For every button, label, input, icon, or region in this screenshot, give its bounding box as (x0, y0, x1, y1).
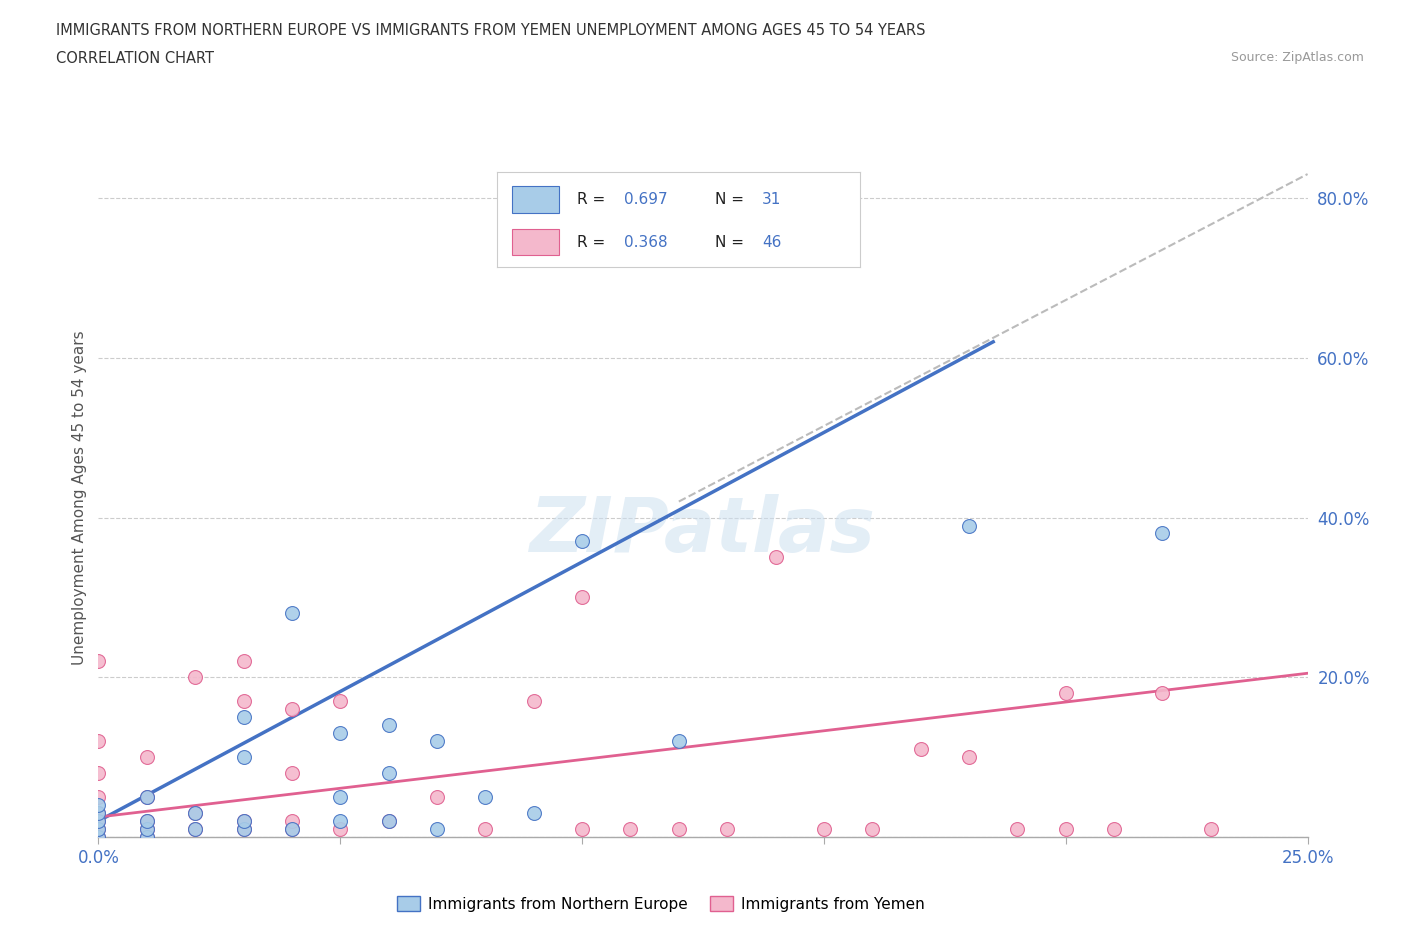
Point (377, 814, 399, 829)
Point (87, 798, 110, 813)
Point (426, 790, 449, 804)
Point (87, 814, 110, 829)
Point (281, 765, 304, 780)
Point (1102, 821, 1125, 836)
Point (135, 821, 157, 836)
Point (87, 765, 110, 780)
Text: CORRELATION CHART: CORRELATION CHART (56, 51, 214, 66)
Point (813, 821, 835, 836)
Point (232, 710, 254, 724)
Point (184, 821, 207, 836)
Point (232, 654, 254, 669)
Point (571, 590, 593, 604)
Point (87, 821, 110, 836)
Point (716, 821, 738, 836)
Point (87, 830, 110, 844)
Point (135, 814, 157, 829)
Point (87, 830, 110, 844)
Point (135, 830, 157, 844)
Point (329, 790, 352, 804)
Point (87, 805, 110, 820)
Point (184, 805, 207, 820)
Point (281, 821, 304, 836)
Point (87, 734, 110, 749)
Point (232, 694, 254, 709)
Point (135, 821, 157, 836)
Point (135, 790, 157, 804)
Point (232, 814, 254, 829)
Point (426, 821, 449, 836)
Point (232, 821, 254, 836)
Point (1054, 821, 1077, 836)
Point (765, 550, 787, 565)
Point (619, 821, 641, 836)
Point (329, 725, 352, 740)
Point (474, 821, 496, 836)
Point (135, 790, 157, 804)
Text: ZIPatlas: ZIPatlas (530, 495, 876, 568)
Point (232, 814, 254, 829)
Point (377, 814, 399, 829)
Point (668, 821, 690, 836)
Point (281, 821, 304, 836)
Point (184, 821, 207, 836)
Point (87, 805, 110, 820)
Point (910, 742, 932, 757)
Point (329, 814, 352, 829)
Point (184, 805, 207, 820)
Point (329, 694, 352, 709)
Point (957, 518, 980, 533)
Point (87, 814, 110, 829)
Point (281, 606, 304, 621)
Point (329, 821, 352, 836)
Point (860, 821, 883, 836)
Point (87, 790, 110, 804)
Text: Source: ZipAtlas.com: Source: ZipAtlas.com (1230, 51, 1364, 64)
Point (281, 702, 304, 717)
Point (184, 670, 207, 684)
Point (474, 790, 496, 804)
Point (232, 750, 254, 764)
Point (668, 734, 690, 749)
Point (571, 821, 593, 836)
Legend: Immigrants from Northern Europe, Immigrants from Yemen: Immigrants from Northern Europe, Immigra… (391, 889, 931, 918)
Y-axis label: Unemployment Among Ages 45 to 54 years: Unemployment Among Ages 45 to 54 years (72, 330, 87, 665)
Point (1199, 821, 1222, 836)
Point (281, 814, 304, 829)
Point (377, 765, 399, 780)
Point (1007, 821, 1029, 836)
Text: IMMIGRANTS FROM NORTHERN EUROPE VS IMMIGRANTS FROM YEMEN UNEMPLOYMENT AMONG AGES: IMMIGRANTS FROM NORTHERN EUROPE VS IMMIG… (56, 23, 925, 38)
Point (232, 821, 254, 836)
Point (87, 654, 110, 669)
Point (523, 805, 546, 820)
Point (957, 750, 980, 764)
Point (1054, 685, 1077, 700)
Point (1152, 526, 1174, 541)
Point (523, 694, 546, 709)
Point (135, 750, 157, 764)
Point (377, 718, 399, 733)
Point (87, 821, 110, 836)
Point (426, 734, 449, 749)
Point (1152, 685, 1174, 700)
Point (135, 814, 157, 829)
Point (571, 534, 593, 549)
Point (135, 830, 157, 844)
